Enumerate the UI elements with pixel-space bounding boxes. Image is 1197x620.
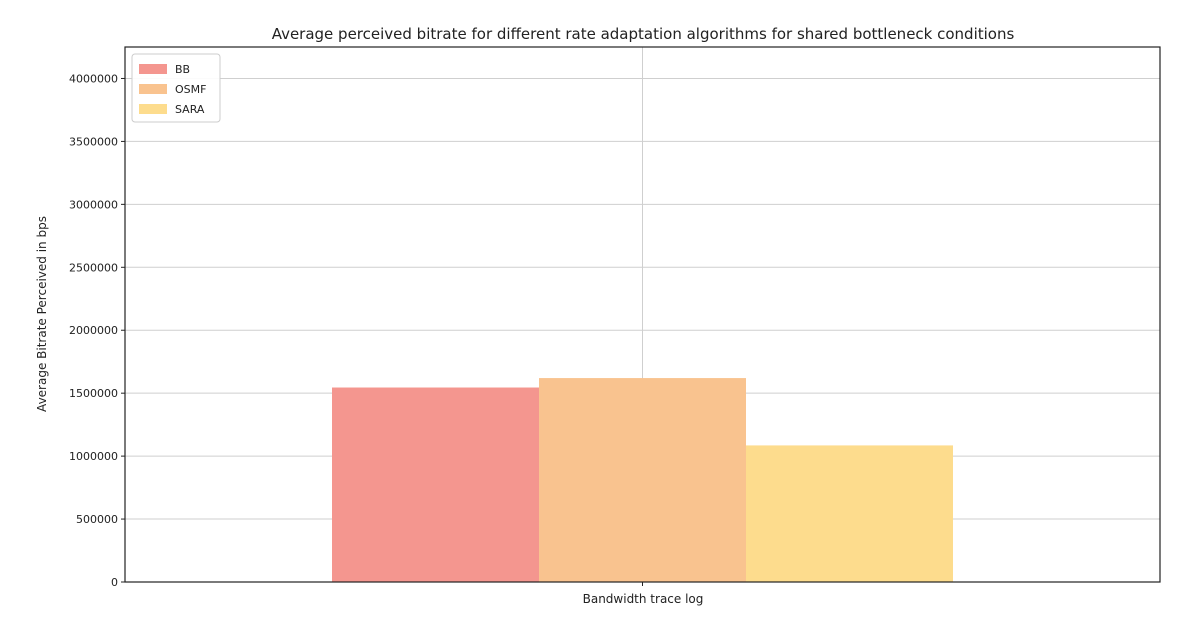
y-axis-label: Average Bitrate Perceived in bps <box>35 216 49 412</box>
y-tick-label: 2500000 <box>69 261 118 274</box>
legend-swatch-sara <box>139 104 167 114</box>
legend-label-bb: BB <box>175 63 190 76</box>
legend-swatch-bb <box>139 64 167 74</box>
legend: BB OSMF SARA <box>131 53 221 123</box>
y-tick-label: 3500000 <box>69 135 118 148</box>
y-tick-label: 2000000 <box>69 324 118 337</box>
bar-bb <box>332 387 539 582</box>
y-tick-label: 3000000 <box>69 198 118 211</box>
y-tick-label: 1000000 <box>69 450 118 463</box>
bar-sara <box>746 445 953 582</box>
y-tick-label: 4000000 <box>69 72 118 85</box>
y-tick-label: 500000 <box>76 513 118 526</box>
chart-title: Average perceived bitrate for different … <box>272 25 1015 43</box>
legend-swatch-osmf <box>139 84 167 94</box>
bars-layer <box>332 378 953 582</box>
ticks-layer: 0 500000 1000000 1500000 2000000 2500000 30000… <box>69 72 643 589</box>
y-tick-label: 0 <box>111 576 118 589</box>
bar-osmf <box>539 378 746 582</box>
legend-label-sara: SARA <box>175 103 205 116</box>
legend-label-osmf: OSMF <box>175 83 206 96</box>
y-tick-label: 1500000 <box>69 387 118 400</box>
x-axis-label: Bandwidth trace log <box>583 592 704 606</box>
